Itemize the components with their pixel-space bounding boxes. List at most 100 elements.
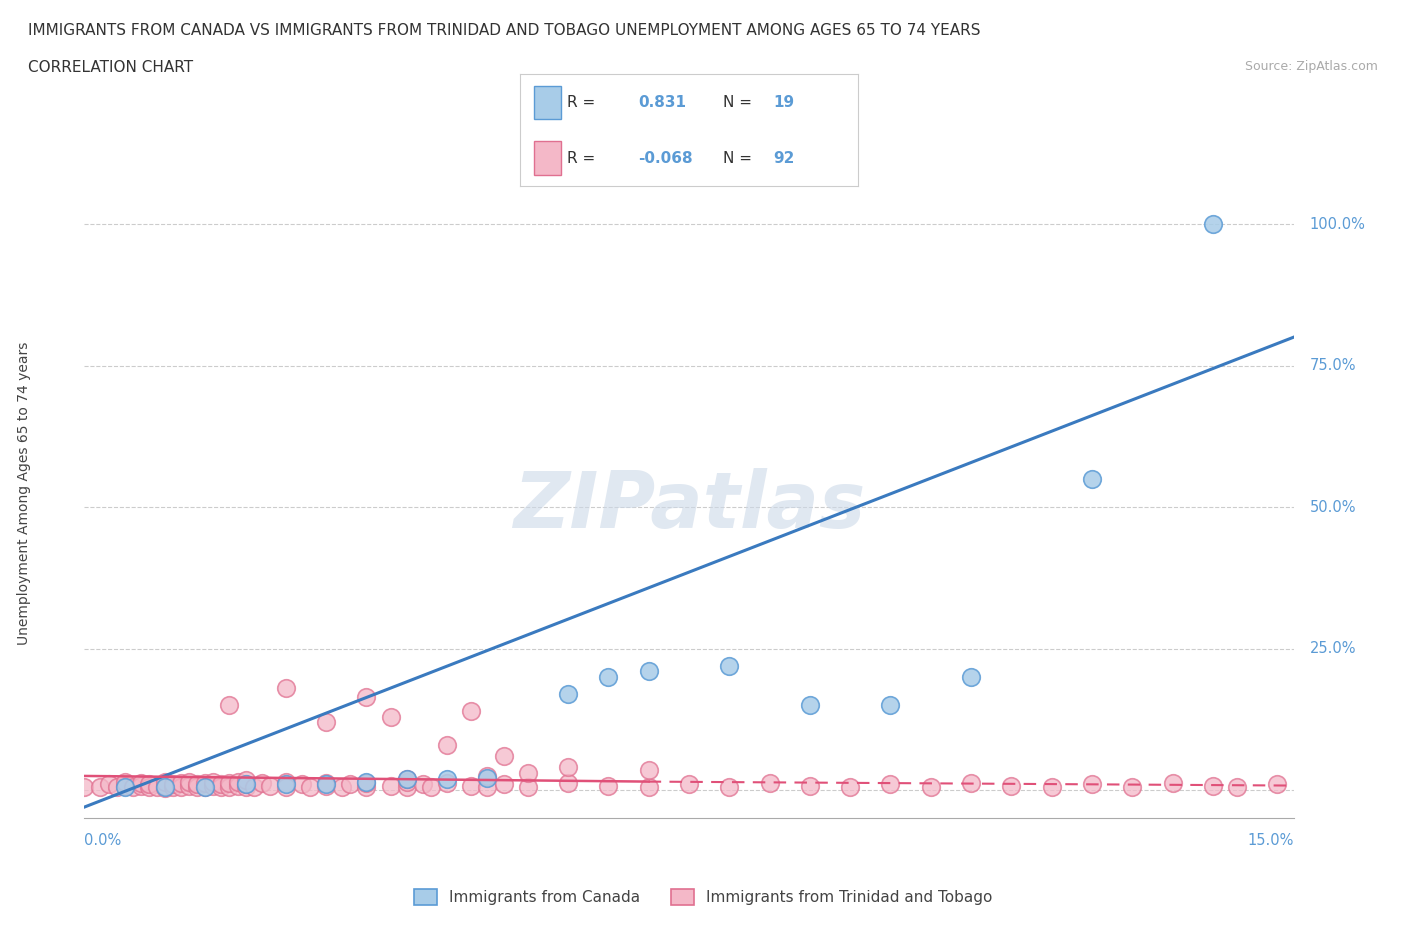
Point — [315, 715, 337, 730]
Point — [235, 780, 257, 795]
Point — [492, 777, 515, 791]
Text: 50.0%: 50.0% — [1309, 499, 1357, 514]
Point — [153, 781, 176, 796]
Point — [436, 737, 458, 752]
Point — [879, 698, 901, 712]
Text: ZIPatlas: ZIPatlas — [513, 468, 865, 544]
Point — [436, 771, 458, 786]
Point — [114, 780, 136, 795]
Point — [1161, 776, 1184, 790]
Point — [356, 689, 378, 704]
Point — [274, 777, 297, 791]
Point — [274, 681, 297, 696]
Text: N =: N = — [723, 95, 752, 110]
Point — [799, 698, 821, 712]
Point — [170, 776, 193, 790]
Point — [274, 774, 297, 789]
Point — [492, 749, 515, 764]
Point — [758, 776, 780, 790]
Point — [356, 780, 378, 795]
Point — [259, 778, 281, 793]
Point — [138, 780, 160, 795]
Text: R =: R = — [568, 95, 596, 110]
Point — [209, 777, 232, 791]
Point — [153, 780, 176, 795]
Point — [395, 771, 418, 786]
Point — [242, 780, 264, 795]
Point — [460, 703, 482, 718]
Point — [194, 780, 217, 795]
Point — [557, 776, 579, 790]
Text: 0.0%: 0.0% — [84, 832, 121, 847]
Point — [226, 774, 249, 789]
Point — [235, 773, 257, 788]
Point — [194, 776, 217, 790]
Point — [105, 780, 128, 795]
Text: 92: 92 — [773, 151, 794, 166]
Point — [1081, 472, 1104, 486]
Point — [477, 768, 499, 783]
Text: 0.831: 0.831 — [638, 95, 686, 110]
Point — [339, 777, 361, 791]
Point — [395, 771, 418, 786]
Point — [330, 780, 353, 795]
Text: CORRELATION CHART: CORRELATION CHART — [28, 60, 193, 75]
Point — [460, 778, 482, 793]
Point — [218, 780, 240, 795]
Point — [637, 763, 659, 777]
Bar — [534, 141, 561, 175]
Point — [1081, 777, 1104, 791]
Point — [315, 778, 337, 793]
Point — [129, 776, 152, 790]
Text: -0.068: -0.068 — [638, 151, 693, 166]
Point — [637, 664, 659, 679]
Point — [557, 760, 579, 775]
Point — [291, 777, 314, 791]
Point — [356, 774, 378, 789]
Point — [73, 780, 96, 795]
Point — [1040, 780, 1063, 795]
Point — [960, 670, 983, 684]
Point — [420, 780, 443, 795]
Point — [170, 780, 193, 795]
Point — [186, 780, 208, 795]
Point — [114, 774, 136, 789]
Point — [194, 780, 217, 795]
Point — [718, 658, 741, 673]
Point — [1202, 217, 1225, 232]
Point — [153, 774, 176, 789]
Point — [598, 670, 620, 684]
Bar — [534, 86, 561, 119]
Point — [138, 777, 160, 791]
Point — [299, 780, 322, 795]
Point — [598, 778, 620, 793]
Point — [960, 776, 983, 790]
Point — [226, 778, 249, 793]
Point — [315, 777, 337, 791]
Point — [97, 777, 120, 791]
Point — [162, 780, 184, 795]
Text: 25.0%: 25.0% — [1309, 641, 1357, 656]
Point — [218, 776, 240, 790]
Point — [412, 777, 434, 791]
Point — [477, 780, 499, 795]
Point — [114, 778, 136, 793]
Point — [380, 709, 402, 724]
Point — [218, 698, 240, 712]
Point — [274, 780, 297, 795]
Point — [839, 780, 862, 795]
Text: Source: ZipAtlas.com: Source: ZipAtlas.com — [1244, 60, 1378, 73]
Text: Unemployment Among Ages 65 to 74 years: Unemployment Among Ages 65 to 74 years — [17, 341, 31, 644]
Point — [202, 778, 225, 793]
Text: 75.0%: 75.0% — [1309, 358, 1357, 373]
Point — [121, 780, 143, 795]
Text: 15.0%: 15.0% — [1247, 832, 1294, 847]
Point — [1121, 780, 1143, 795]
Point — [235, 777, 257, 791]
Point — [1226, 780, 1249, 795]
Point — [879, 777, 901, 791]
Text: 19: 19 — [773, 95, 794, 110]
Point — [235, 777, 257, 791]
Text: N =: N = — [723, 151, 752, 166]
Point — [179, 778, 201, 793]
